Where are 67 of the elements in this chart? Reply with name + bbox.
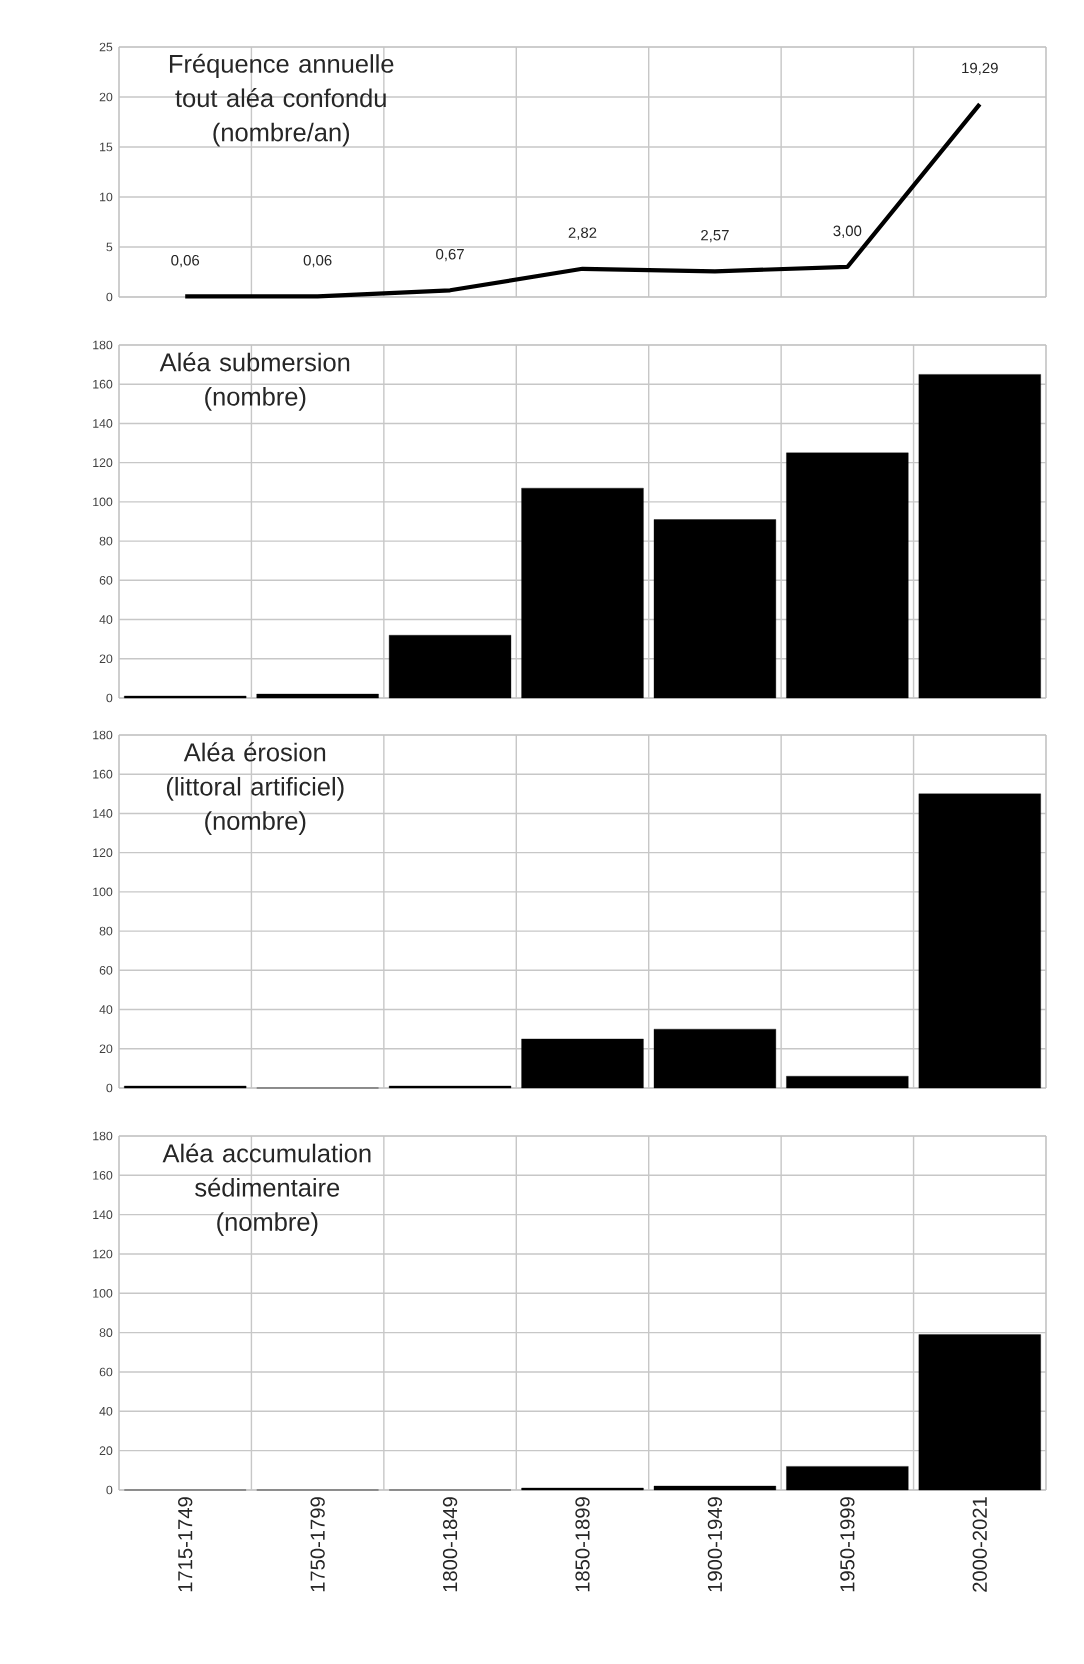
y-tick-label: 40 [99, 1005, 113, 1014]
data-label: 0,06 [303, 255, 332, 268]
y-tick-label: 20 [99, 1446, 113, 1455]
y-tick-label: 120 [93, 848, 113, 857]
data-label: 0,67 [436, 248, 464, 262]
text: Aléa érosion (littoral artificiel) (nombre) [166, 742, 344, 835]
bar [918, 374, 1041, 699]
y-tick-label: 25 [99, 42, 113, 52]
y-tick-label: 0 [106, 1485, 113, 1495]
y-tick-label: 80 [99, 926, 113, 936]
x-tick-label: 2000-2021 [972, 1497, 987, 1592]
bar [256, 693, 379, 699]
y-tick-label: 100 [93, 887, 113, 897]
y-tick-label: 10 [100, 192, 113, 202]
y-tick-label: 80 [99, 1328, 113, 1337]
bar [786, 452, 909, 699]
y-tick-label: 180 [93, 730, 113, 740]
data-label: 2,57 [701, 229, 729, 243]
y-tick-label: 100 [93, 497, 113, 507]
y-tick-label: 5 [106, 242, 113, 252]
bar [653, 1485, 777, 1491]
y-tick-label: 100 [93, 1288, 113, 1298]
x-tick-label: 1715-1749 [178, 1497, 193, 1592]
y-tick-label: 60 [99, 1367, 113, 1377]
bar [521, 1038, 644, 1089]
bar [786, 1466, 909, 1491]
y-tick-label: 20 [99, 654, 113, 664]
y-tick-label: 60 [99, 575, 113, 585]
y-tick-label: 0 [106, 693, 113, 703]
y-tick-label: 140 [93, 1210, 113, 1219]
y-tick-label: 40 [99, 1406, 113, 1416]
x-tick-label: 1850-1899 [575, 1497, 590, 1592]
y-tick-label: 15 [100, 142, 113, 152]
y-tick-label: 140 [93, 419, 113, 428]
y-tick-label: 20 [99, 1044, 113, 1054]
bar [918, 1334, 1041, 1491]
bar [521, 487, 644, 699]
data-label: 0,06 [171, 255, 200, 268]
bar [388, 635, 512, 699]
y-tick-label: 160 [93, 1170, 113, 1180]
y-tick-label: 140 [93, 809, 113, 818]
text: Aléa accumulation sédimentaire (nombre) [162, 1143, 371, 1236]
data-label: 3,00 [833, 225, 862, 238]
bar [653, 1028, 777, 1089]
x-tick-label: 1900-1949 [707, 1497, 723, 1592]
y-tick-label: 180 [93, 1131, 113, 1141]
text: Aléa submersion (nombre) [159, 352, 350, 411]
y-tick-label: 40 [99, 615, 113, 624]
y-tick-label: 0 [106, 1083, 113, 1093]
y-tick-label: 60 [99, 965, 113, 975]
bar [653, 519, 777, 699]
text: Fréquence annuelle tout aléa confondu (nombre/an) [169, 53, 394, 147]
data-label: 19,29 [962, 62, 998, 76]
y-tick-label: 160 [93, 769, 113, 779]
x-tick-label: 1800-1849 [442, 1497, 458, 1592]
y-tick-label: 120 [93, 458, 113, 467]
y-tick-label: 160 [93, 379, 113, 389]
bar [918, 793, 1041, 1089]
x-tick-label: 1750-1799 [310, 1497, 325, 1592]
bar [786, 1076, 909, 1089]
y-tick-label: 0 [106, 292, 113, 302]
y-tick-label: 20 [99, 92, 113, 102]
x-tick-label: 1950-1999 [840, 1497, 855, 1592]
y-tick-label: 180 [93, 340, 113, 350]
data-label: 2,82 [568, 227, 597, 240]
y-tick-label: 120 [93, 1249, 113, 1259]
y-tick-label: 80 [99, 536, 113, 546]
